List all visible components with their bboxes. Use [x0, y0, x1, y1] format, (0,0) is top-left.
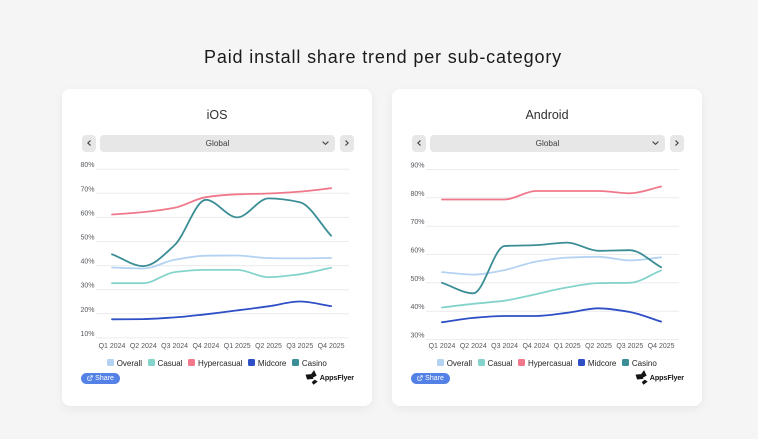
svg-text:Q1 2024: Q1 2024: [429, 343, 456, 350]
svg-text:Q3 2025: Q3 2025: [616, 343, 643, 350]
svg-text:70%: 70%: [411, 219, 425, 226]
svg-text:30%: 30%: [411, 333, 425, 340]
svg-text:80%: 80%: [81, 162, 95, 169]
svg-text:60%: 60%: [81, 210, 95, 217]
svg-text:80%: 80%: [411, 191, 425, 198]
svg-text:Q1 2025: Q1 2025: [554, 343, 581, 350]
svg-text:Q3 2024: Q3 2024: [161, 343, 188, 350]
svg-text:Q4 2024: Q4 2024: [522, 343, 549, 350]
svg-text:50%: 50%: [81, 235, 95, 242]
svg-text:50%: 50%: [411, 276, 425, 283]
svg-text:40%: 40%: [411, 304, 425, 311]
svg-text:Q3 2025: Q3 2025: [286, 343, 313, 350]
svg-text:90%: 90%: [411, 163, 425, 170]
svg-text:Q2 2025: Q2 2025: [255, 343, 282, 350]
svg-text:Q1 2025: Q1 2025: [224, 343, 251, 350]
svg-text:Q4 2025: Q4 2025: [318, 343, 345, 350]
svg-text:30%: 30%: [81, 283, 95, 290]
svg-text:60%: 60%: [411, 248, 425, 255]
svg-text:10%: 10%: [81, 331, 95, 338]
svg-text:Q1 2024: Q1 2024: [99, 343, 126, 350]
svg-text:70%: 70%: [81, 186, 95, 193]
svg-text:Q2 2024: Q2 2024: [460, 343, 487, 350]
svg-text:Q3 2024: Q3 2024: [491, 343, 518, 350]
svg-text:Q4 2025: Q4 2025: [648, 343, 675, 350]
svg-text:Q2 2025: Q2 2025: [585, 343, 612, 350]
svg-text:40%: 40%: [81, 259, 95, 266]
svg-text:Q4 2024: Q4 2024: [192, 343, 219, 350]
svg-text:Q2 2024: Q2 2024: [130, 343, 157, 350]
svg-text:20%: 20%: [81, 307, 95, 314]
